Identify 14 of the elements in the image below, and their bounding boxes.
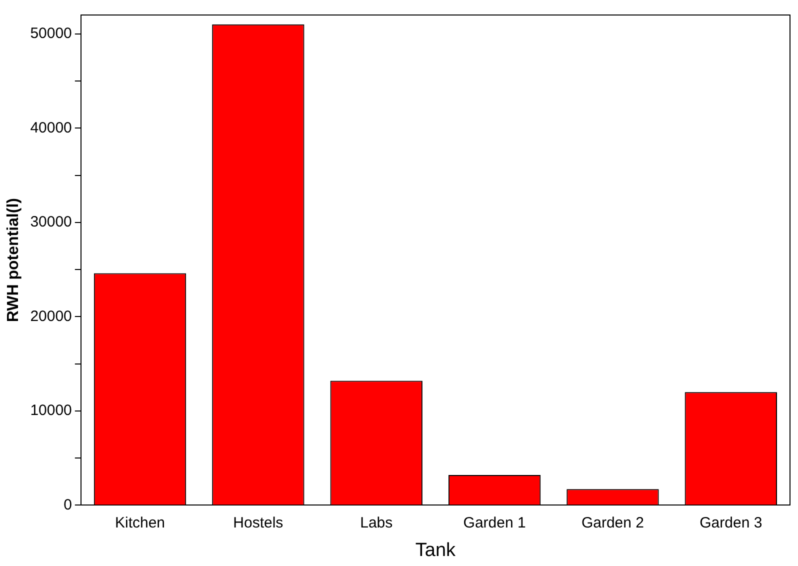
y-tick-label: 0 — [64, 496, 72, 514]
y-tick-label: 10000 — [30, 402, 72, 420]
y-tick-label: 40000 — [30, 119, 72, 136]
x-tick-label: Garden 3 — [700, 514, 762, 532]
x-axis-title: Tank — [415, 540, 456, 561]
x-tick-label: Garden 1 — [463, 514, 526, 532]
x-tick-label: Labs — [360, 514, 393, 532]
y-tick-label: 20000 — [30, 308, 72, 325]
x-tick-label: Garden 2 — [581, 514, 644, 532]
y-tick-label: 30000 — [30, 214, 72, 231]
x-tick-label: Hostels — [233, 514, 284, 532]
y-axis-title: RWH potential(l) — [5, 198, 22, 322]
x-tick-label: Kitchen — [114, 514, 166, 532]
y-tick-label: 50000 — [30, 24, 72, 42]
